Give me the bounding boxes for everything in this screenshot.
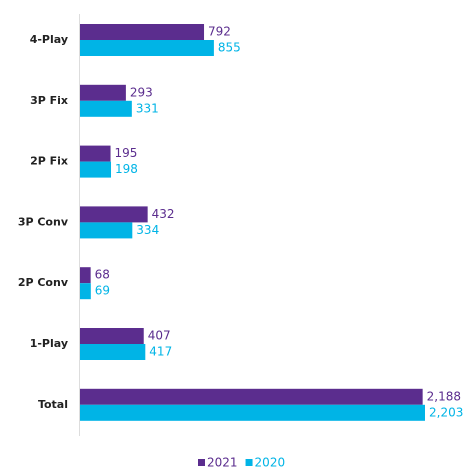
bar (80, 206, 148, 223)
legend-label: 2021 (207, 456, 238, 470)
bar (80, 161, 112, 178)
y-tick-label: 3P Fix (30, 94, 68, 107)
data-label: 293 (130, 85, 153, 99)
bar (80, 100, 132, 117)
legend-swatch (198, 459, 205, 466)
data-label: 198 (115, 162, 138, 176)
legend-label: 2020 (255, 456, 286, 470)
bar (80, 24, 205, 40)
y-tick-label: 2P Fix (30, 155, 68, 168)
bar (80, 145, 111, 162)
y-tick-label: Total (38, 398, 68, 411)
data-label: 432 (152, 207, 175, 221)
bar (80, 283, 91, 300)
bar (80, 40, 214, 56)
data-label: 331 (136, 101, 159, 115)
data-label: 334 (136, 223, 159, 237)
legend-swatch (245, 459, 253, 466)
data-label: 792 (208, 25, 231, 39)
data-label: 417 (149, 345, 172, 359)
data-label: 855 (218, 41, 241, 55)
y-tick-label: 2P Conv (18, 276, 69, 289)
data-label: 69 (95, 284, 110, 298)
bar (80, 404, 425, 421)
y-tick-label: 3P Conv (18, 215, 69, 228)
bar (80, 344, 146, 360)
bar (80, 328, 144, 344)
data-label: 2,188 (427, 389, 461, 403)
data-label: 195 (115, 146, 138, 160)
y-tick-label: 1-Play (30, 337, 68, 350)
data-label: 407 (148, 329, 171, 343)
data-label: 68 (95, 268, 110, 282)
bar (80, 267, 91, 284)
bar (80, 388, 423, 405)
y-tick-label: 4-Play (30, 33, 68, 46)
bar (80, 84, 126, 101)
data-label: 2,203 (429, 405, 463, 419)
bar (80, 222, 133, 239)
